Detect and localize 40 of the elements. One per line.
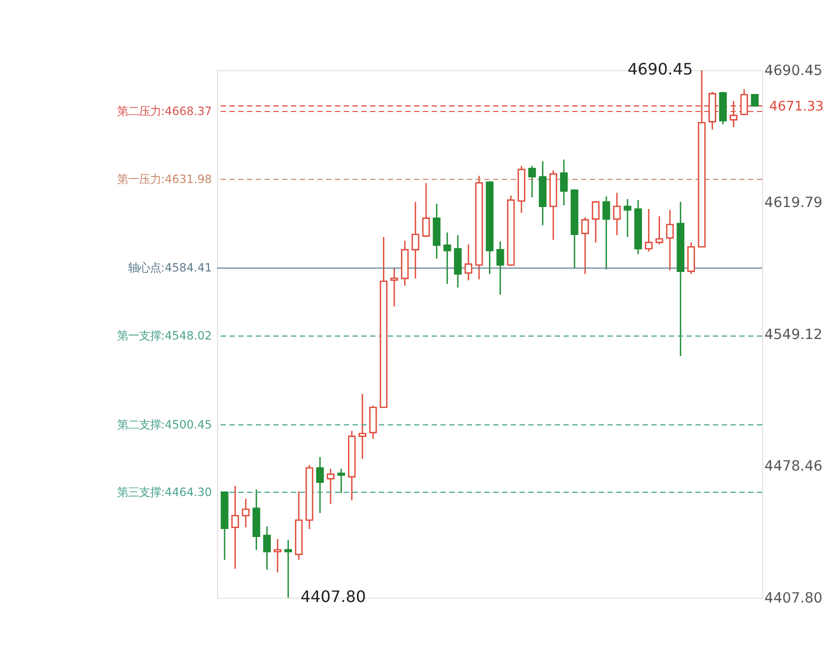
- ref-line-label: 4671.33: [769, 99, 824, 114]
- candlestick: [412, 201, 420, 280]
- ref-line-label: 第一压力:4631.98: [116, 172, 212, 186]
- y-tick-label: 4478.46: [764, 458, 823, 475]
- candlestick: [624, 198, 632, 238]
- candlestick: [326, 468, 334, 505]
- candlestick: [422, 182, 430, 238]
- candlestick: [284, 539, 292, 598]
- candlestick: [443, 232, 452, 285]
- candlestick: [390, 267, 398, 308]
- candlestick: [560, 158, 568, 206]
- ref-line-label: 轴心点:4584.41: [128, 260, 212, 275]
- ref-line-label: 第二压力:4668.37: [116, 104, 212, 118]
- candlestick: [242, 498, 250, 528]
- y-tick-label: 4690.45: [764, 63, 822, 80]
- candlestick: [528, 165, 536, 198]
- candlestick: [263, 526, 271, 570]
- y-tick-label: 4549.12: [764, 326, 822, 343]
- candlestick: [464, 244, 472, 281]
- candlestick: [750, 94, 759, 107]
- y-tick-label: 4619.79: [764, 194, 822, 211]
- candlestick: [496, 240, 504, 296]
- candlestick: [274, 538, 282, 574]
- candlestick: [602, 196, 610, 270]
- candlestick: [316, 456, 324, 514]
- candlestick: [337, 468, 346, 494]
- candlestick: [581, 216, 589, 275]
- candlestick: [655, 216, 664, 245]
- candlestick: [644, 208, 653, 252]
- annotation: 4407.80: [300, 587, 366, 606]
- candlestick: [592, 200, 600, 244]
- ref-line-label: 第二支撑:4500.45: [116, 417, 212, 432]
- annotation: 4690.45: [628, 60, 693, 79]
- ref-line-label: 第一支撑:4548.02: [116, 328, 212, 343]
- candlestick: [358, 393, 366, 460]
- ref-line-label: 第三支撑:4464.30: [116, 484, 212, 499]
- candlestick: [231, 485, 240, 570]
- candlestick: [613, 192, 621, 236]
- candlestick: [666, 209, 674, 272]
- y-tick-label: 4407.80: [764, 590, 822, 607]
